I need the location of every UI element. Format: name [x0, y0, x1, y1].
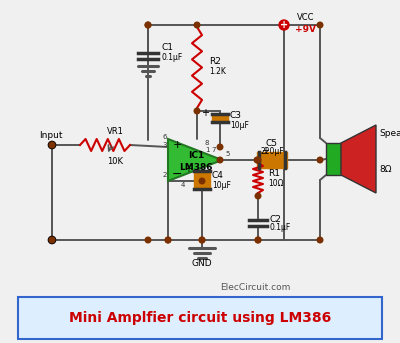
Circle shape [317, 237, 323, 243]
Text: 8: 8 [205, 140, 209, 146]
Circle shape [165, 237, 171, 243]
Circle shape [145, 22, 151, 28]
Text: 1.2K: 1.2K [209, 68, 226, 76]
Text: VCC: VCC [297, 13, 315, 23]
Text: LM386: LM386 [179, 163, 213, 172]
Text: Speaker: Speaker [379, 129, 400, 138]
Text: Input: Input [39, 130, 63, 140]
Circle shape [49, 237, 55, 243]
Circle shape [199, 178, 205, 184]
Text: C2: C2 [270, 214, 282, 224]
Circle shape [49, 142, 55, 148]
Text: Mini Amplfier circuit using LM386: Mini Amplfier circuit using LM386 [69, 311, 331, 325]
Text: +: + [201, 108, 209, 118]
Text: 4: 4 [181, 182, 185, 188]
FancyBboxPatch shape [18, 297, 382, 339]
Text: +9V: +9V [296, 25, 316, 35]
Text: +: + [280, 20, 288, 30]
Circle shape [217, 144, 223, 150]
Text: 10μF: 10μF [230, 120, 249, 130]
Text: 8Ω: 8Ω [379, 166, 392, 175]
Text: GND: GND [192, 260, 212, 269]
Text: 10Ω: 10Ω [268, 178, 284, 188]
Text: C3: C3 [230, 111, 242, 120]
Circle shape [194, 22, 200, 28]
Polygon shape [168, 139, 222, 181]
Text: R2: R2 [209, 58, 221, 67]
Text: 2: 2 [163, 172, 167, 178]
Text: 0.1μF: 0.1μF [270, 224, 291, 233]
Text: 3: 3 [163, 142, 167, 148]
Circle shape [217, 157, 223, 163]
Text: 5: 5 [225, 151, 229, 157]
Circle shape [145, 237, 151, 243]
Circle shape [281, 22, 287, 28]
Text: C4: C4 [212, 172, 224, 180]
Circle shape [199, 237, 205, 243]
Text: +: + [184, 164, 192, 174]
Circle shape [255, 157, 261, 163]
Text: 6: 6 [163, 134, 167, 140]
Text: +: + [172, 140, 182, 150]
Circle shape [255, 237, 261, 243]
Text: +: + [261, 146, 269, 156]
Circle shape [145, 22, 151, 28]
Circle shape [165, 237, 171, 243]
Text: C5: C5 [266, 140, 278, 149]
Text: ElecCircuit.com: ElecCircuit.com [220, 283, 290, 292]
Text: VR1: VR1 [106, 127, 124, 135]
Text: 1: 1 [205, 147, 209, 153]
Circle shape [199, 237, 205, 243]
Text: C1: C1 [162, 44, 174, 52]
Polygon shape [341, 125, 376, 193]
Circle shape [255, 193, 261, 199]
Circle shape [254, 157, 260, 163]
Text: 10μF: 10μF [212, 181, 231, 190]
Circle shape [279, 20, 289, 30]
Circle shape [317, 22, 323, 28]
Text: R1: R1 [268, 168, 280, 177]
Text: 7: 7 [212, 147, 216, 153]
FancyBboxPatch shape [326, 143, 341, 175]
Text: IC1: IC1 [188, 152, 204, 161]
Circle shape [317, 157, 323, 163]
Text: 0.1μF: 0.1μF [162, 54, 183, 62]
Circle shape [194, 108, 200, 114]
Text: −: − [172, 167, 182, 180]
Text: 10K: 10K [107, 156, 123, 166]
Text: 220μF: 220μF [260, 146, 284, 155]
Circle shape [255, 237, 261, 243]
